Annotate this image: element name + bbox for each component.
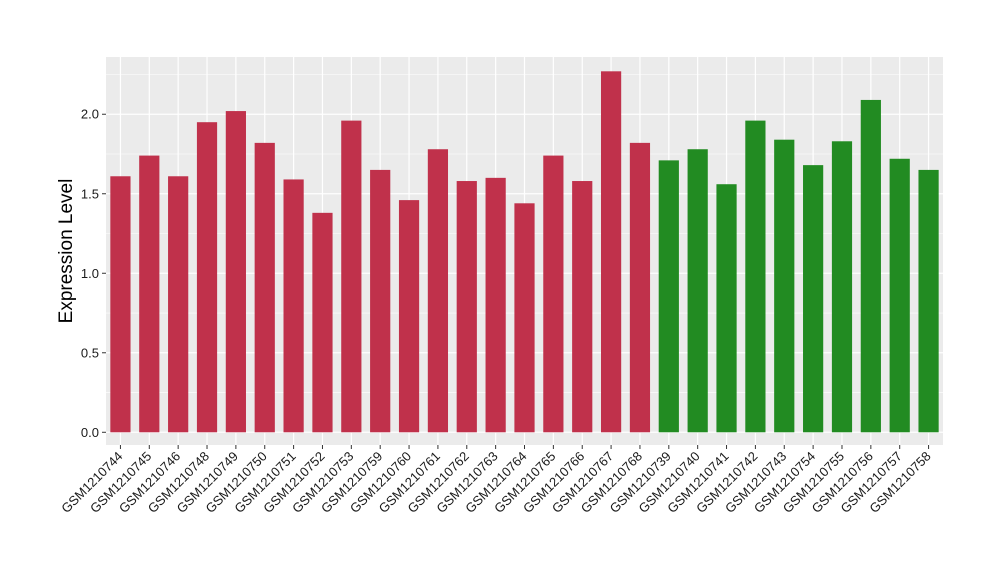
bar-GSM1210753 — [341, 120, 362, 433]
y-axis: 0.0 0.5 1.0 1.5 2.0 — [81, 107, 106, 440]
bar-GSM1210758 — [918, 169, 939, 433]
bar-GSM1210760 — [398, 200, 420, 433]
y-tick-label: 1.0 — [81, 266, 99, 281]
bar-GSM1210757 — [889, 158, 910, 433]
bar-GSM1210763 — [485, 177, 506, 433]
bar-GSM1210759 — [370, 169, 391, 433]
bar-GSM1210762 — [456, 181, 477, 433]
bar-GSM1210744 — [110, 176, 131, 433]
y-axis-title: Expression Level — [56, 179, 77, 324]
bar-GSM1210750 — [254, 142, 275, 433]
bar-GSM1210764 — [514, 203, 535, 433]
bar-GSM1210739 — [658, 160, 679, 433]
bar-GSM1210740 — [687, 149, 708, 433]
bar-GSM1210751 — [283, 179, 304, 433]
bar-GSM1210752 — [312, 212, 333, 433]
bar-GSM1210743 — [774, 139, 795, 433]
x-axis: GSM1210744GSM1210745GSM1210746GSM1210748… — [58, 445, 934, 516]
bar-GSM1210768 — [629, 142, 651, 433]
bar-GSM1210756 — [860, 99, 881, 433]
bar-GSM1210748 — [196, 122, 218, 433]
bar-series — [110, 71, 939, 433]
y-tick-label: 0.5 — [81, 345, 99, 360]
bar-GSM1210742 — [745, 120, 766, 433]
bar-GSM1210765 — [543, 155, 564, 433]
bar-GSM1210766 — [572, 181, 593, 433]
y-tick-label: 1.5 — [81, 186, 99, 201]
bar-GSM1210746 — [168, 176, 189, 433]
bar-GSM1210749 — [225, 111, 246, 433]
y-tick-label: 0.0 — [81, 425, 99, 440]
y-tick-label: 2.0 — [81, 107, 99, 122]
bar-GSM1210755 — [831, 141, 853, 433]
bar-GSM1210767 — [600, 71, 622, 433]
bar-GSM1210761 — [427, 149, 449, 433]
bar-GSM1210745 — [139, 155, 160, 433]
bar-GSM1210741 — [716, 184, 737, 433]
bar-GSM1210754 — [803, 165, 824, 433]
